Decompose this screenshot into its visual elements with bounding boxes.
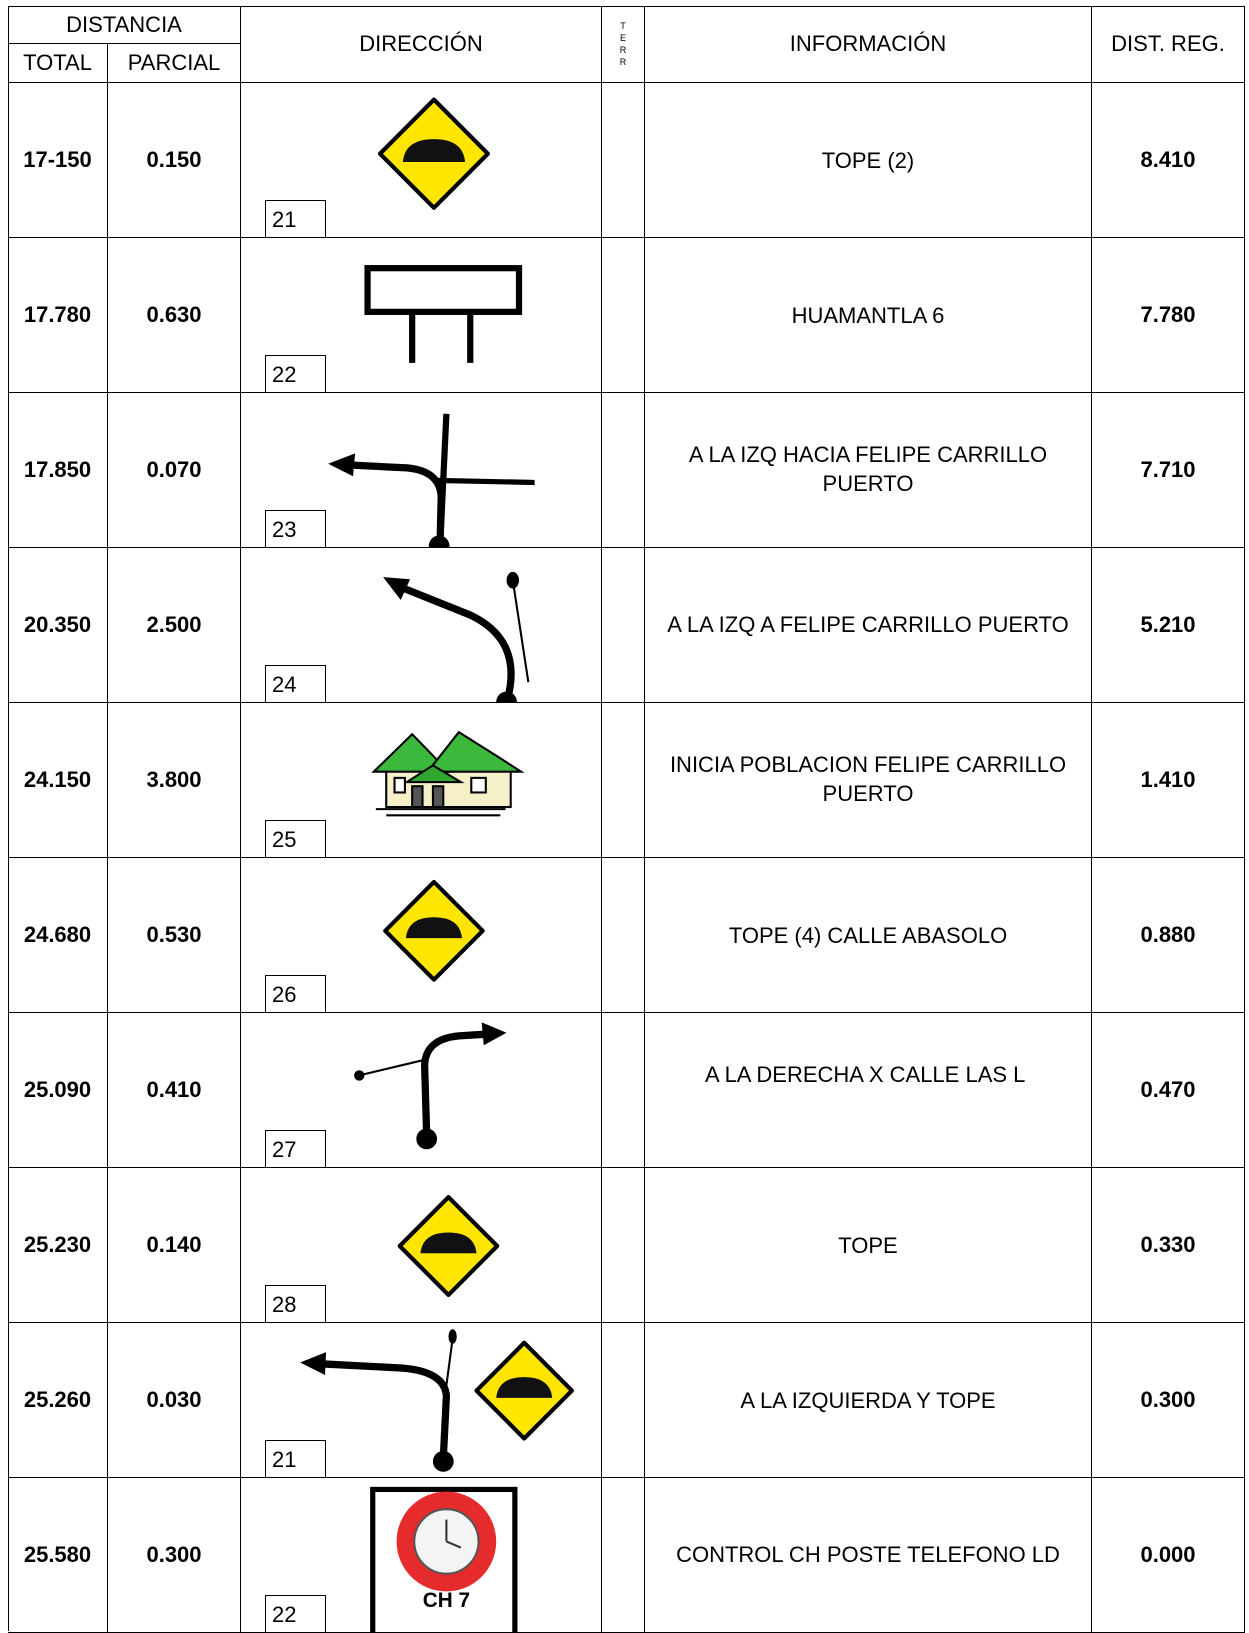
information: A LA IZQ HACIA FELIPE CARRILLO PUERTO (645, 393, 1092, 548)
waypoint-number: 23 (265, 510, 326, 547)
total: 24.680 (8, 858, 108, 1013)
header-direction: DIRECCIÓN (241, 6, 602, 83)
waypoint-number: 25 (265, 820, 326, 857)
direction-icon (328, 413, 535, 547)
reg-distance: 0.330 (1092, 1168, 1245, 1323)
terrain (602, 83, 645, 238)
terrain (602, 703, 645, 858)
total: 25.090 (8, 1013, 108, 1168)
reg-distance: 0.000 (1092, 1478, 1245, 1633)
header-partial: PARCIAL (108, 44, 241, 83)
partial: 3.800 (108, 703, 241, 858)
partial: 0.070 (108, 393, 241, 548)
information: A LA IZQ A FELIPE CARRILLO PUERTO (645, 548, 1092, 703)
terrain (602, 1323, 645, 1478)
waypoint-number: 27 (265, 1130, 326, 1167)
direction-icon (397, 1195, 500, 1297)
information: TOPE (4) CALLE ABASOLO (645, 858, 1092, 1013)
waypoint-number: 22 (265, 355, 326, 392)
reg-distance: 0.300 (1092, 1323, 1245, 1478)
total: 25.580 (8, 1478, 108, 1633)
direction-cell: 28 (241, 1168, 602, 1323)
reg-distance: 0.880 (1092, 858, 1245, 1013)
sign-label: CH 7 (423, 1589, 470, 1612)
reg-distance: 8.410 (1092, 83, 1245, 238)
information: A LA IZQUIERDA Y TOPE (645, 1323, 1092, 1478)
direction-cell: 27 (241, 1013, 602, 1168)
direction-cell: 21 (241, 1323, 602, 1478)
total: 25.230 (8, 1168, 108, 1323)
direction-cell: 25 (241, 703, 602, 858)
direction-icon (383, 571, 530, 702)
partial: 0.140 (108, 1168, 241, 1323)
terrain (602, 238, 645, 393)
direction-cell: 24 (241, 548, 602, 703)
header-total: TOTAL (8, 44, 108, 83)
total: 24.150 (8, 703, 108, 858)
reg-distance: 7.780 (1092, 238, 1245, 393)
direction-icon (354, 1022, 507, 1150)
terrain (602, 858, 645, 1013)
terrain (602, 393, 645, 548)
total: 20.350 (8, 548, 108, 703)
direction-cell: 26 (241, 858, 602, 1013)
header-terrain: TERR (619, 21, 627, 67)
direction-icon (383, 879, 485, 982)
header-information: INFORMACIÓN (645, 6, 1092, 83)
direction-icon: CH 7 (370, 1486, 518, 1632)
header-reg-distance: DIST. REG. (1092, 6, 1245, 83)
direction-cell: 22 (241, 238, 602, 393)
partial: 0.410 (108, 1013, 241, 1168)
waypoint-number: 21 (265, 1440, 326, 1477)
partial: 0.030 (108, 1323, 241, 1478)
total: 17.780 (8, 238, 108, 393)
partial: 0.630 (108, 238, 241, 393)
partial: 0.150 (108, 83, 241, 238)
information: TOPE (645, 1168, 1092, 1323)
information: INICIA POBLACION FELIPE CARRILLO PUERTO (645, 703, 1092, 858)
information: A LA DERECHA X CALLE LAS L (645, 1013, 1092, 1168)
reg-distance: 1.410 (1092, 703, 1245, 858)
total: 17-150 (8, 83, 108, 238)
information: TOPE (2) (645, 83, 1092, 238)
header-terrain-cell: TERR (602, 6, 645, 83)
information: CONTROL CH POSTE TELEFONO LD (645, 1478, 1092, 1633)
direction-icon (364, 265, 523, 363)
table-frame (8, 6, 1245, 1631)
reg-distance: 5.210 (1092, 548, 1245, 703)
direction-icon (371, 730, 525, 817)
total: 25.260 (8, 1323, 108, 1478)
terrain (602, 1478, 645, 1633)
waypoint-number: 26 (265, 975, 326, 1012)
information: HUAMANTLA 6 (645, 238, 1092, 393)
partial: 0.300 (108, 1478, 241, 1633)
waypoint-number: 24 (265, 665, 326, 702)
direction-icon (300, 1329, 574, 1472)
terrain (602, 548, 645, 703)
total: 17.850 (8, 393, 108, 548)
partial: 0.530 (108, 858, 241, 1013)
terrain (602, 1168, 645, 1323)
direction-cell: 23 (241, 393, 602, 548)
terrain (602, 1013, 645, 1168)
partial: 2.500 (108, 548, 241, 703)
direction-cell: 21 (241, 83, 602, 238)
reg-distance: 7.710 (1092, 393, 1245, 548)
waypoint-number: 28 (265, 1285, 326, 1322)
waypoint-number: 22 (265, 1595, 326, 1632)
waypoint-number: 21 (265, 200, 326, 237)
direction-cell: CH 7 22 (241, 1478, 602, 1633)
direction-icon (377, 97, 490, 210)
header-distance: DISTANCIA (8, 6, 241, 44)
reg-distance: 0.470 (1092, 1013, 1245, 1168)
